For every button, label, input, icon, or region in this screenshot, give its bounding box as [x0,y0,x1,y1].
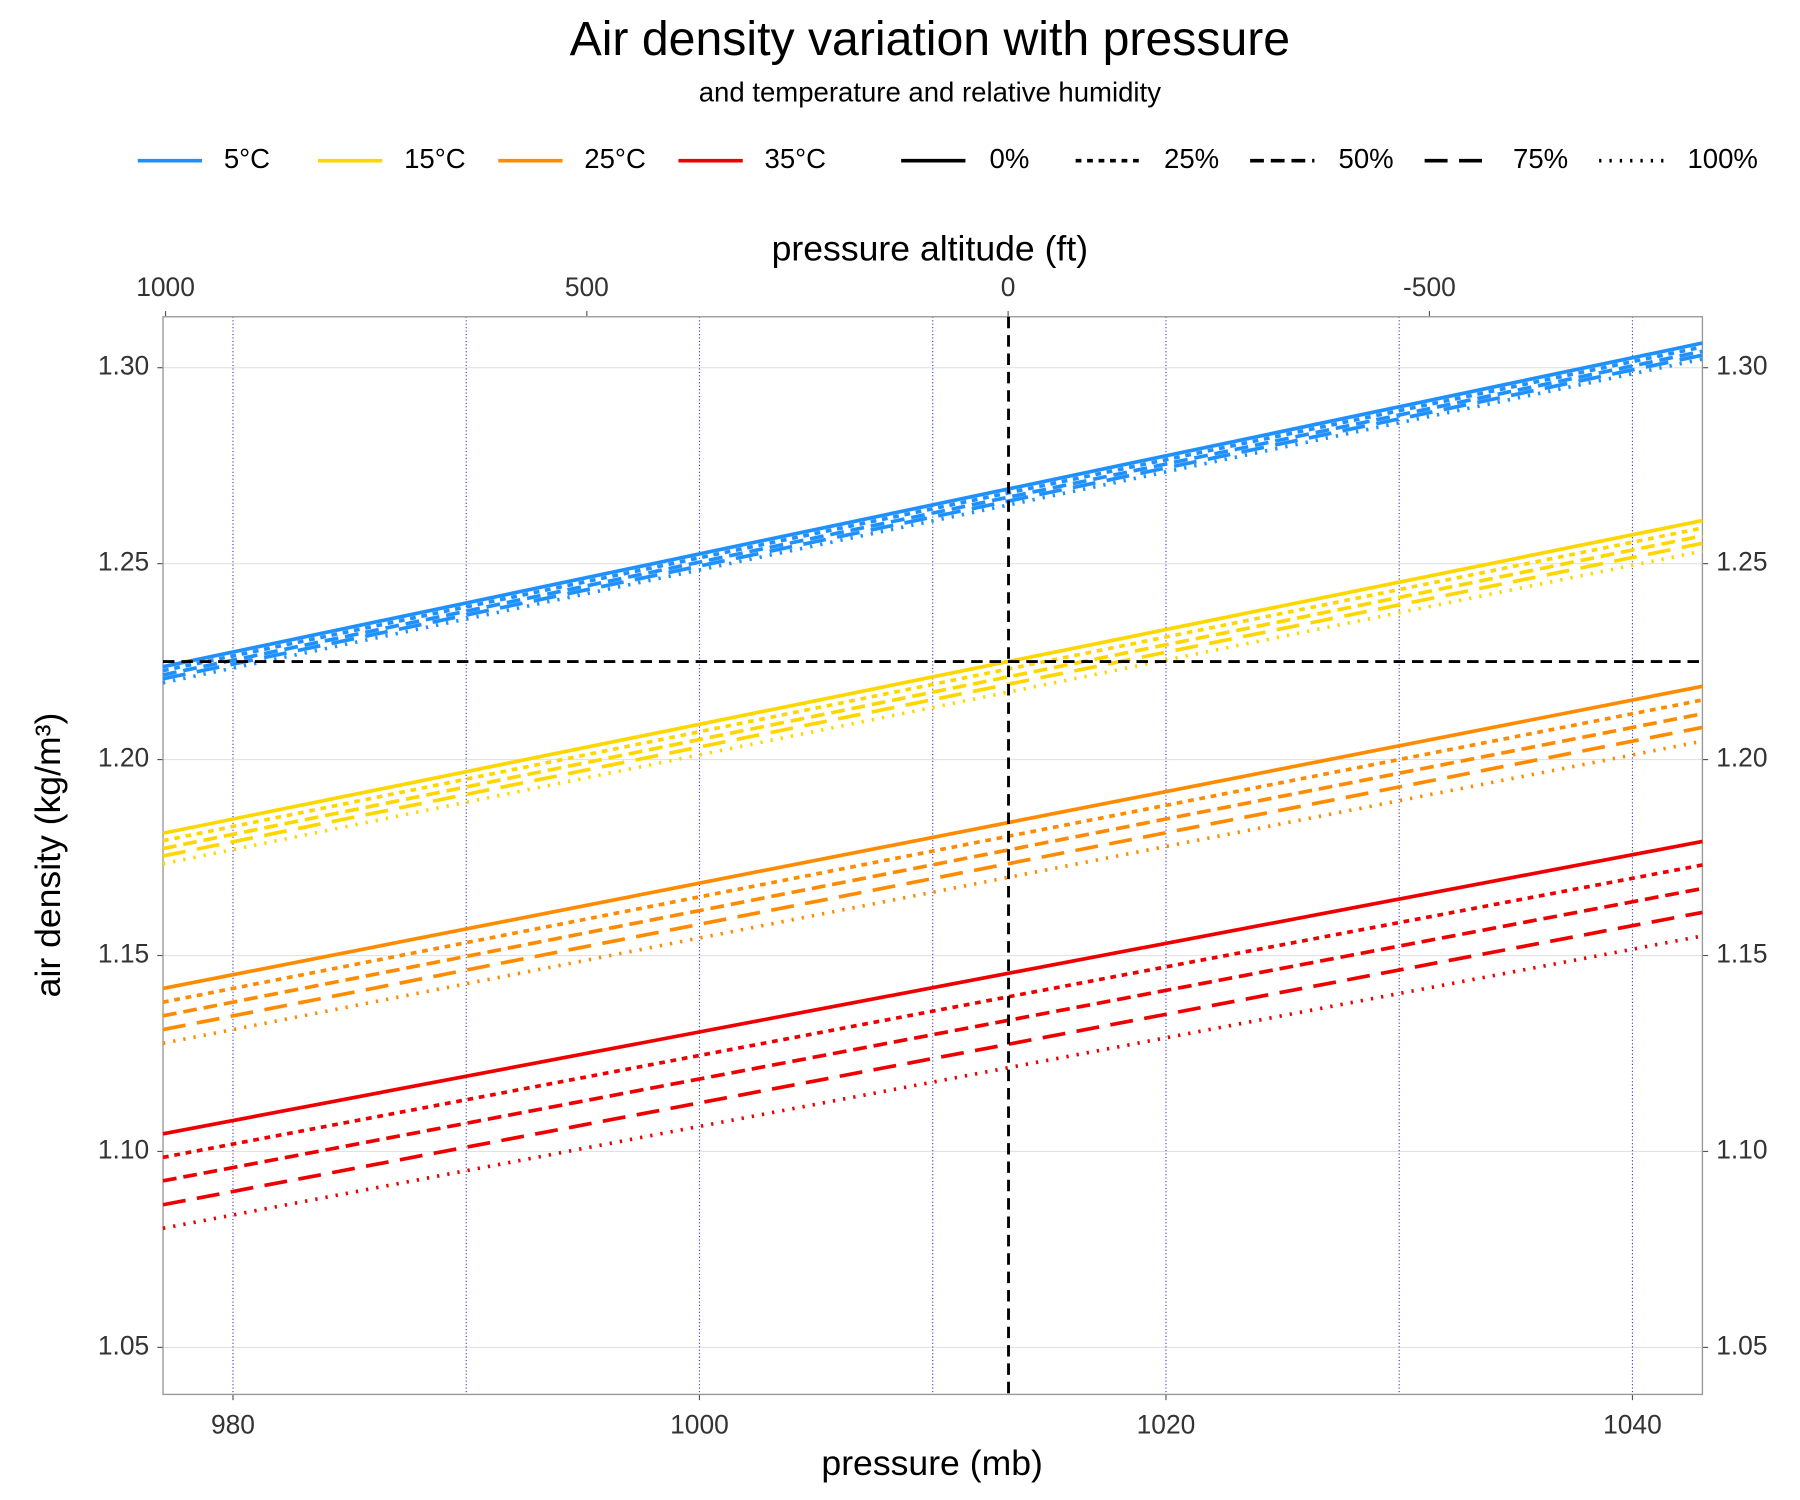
density-line [162,684,1703,991]
y-axis-title: air density (kg/m³) [28,713,68,998]
legend-label: 0% [990,143,1030,174]
density-line [162,541,1703,858]
y-tick-label: 1.20 [98,743,149,773]
x2-tick-label: 500 [565,272,609,302]
y-tick-label: 1.05 [98,1330,149,1360]
density-line [162,725,1703,1032]
x-tick-label: 1020 [1137,1410,1196,1440]
y2-tick-label: 1.10 [1716,1134,1767,1164]
density-line [162,839,1703,1136]
y-tick-label: 1.30 [98,351,149,381]
density-line [162,698,1703,1004]
density-line [162,534,1703,851]
density-line [162,526,1703,843]
x-tick-label: 1000 [670,1410,729,1440]
density-line [162,357,1703,685]
x-axis-title: pressure (mb) [821,1443,1042,1483]
x-tick-label: 980 [211,1410,255,1440]
legend-label: 15°C [404,143,466,174]
x2-tick-label: -500 [1403,272,1456,302]
legend-label: 5°C [224,143,270,174]
density-line [162,910,1703,1207]
x2-tick-label: 1000 [136,272,195,302]
y2-tick-label: 1.20 [1716,743,1767,773]
density-line [162,863,1703,1160]
chart-title: Air density variation with pressure [570,12,1291,66]
y-tick-label: 1.10 [98,1134,149,1164]
y2-tick-label: 1.25 [1716,547,1767,577]
y2-tick-label: 1.05 [1716,1330,1767,1360]
y2-tick-label: 1.15 [1716,938,1767,968]
legend-label: 75% [1513,143,1568,174]
density-line [162,886,1703,1183]
density-line [162,341,1703,669]
y-tick-label: 1.25 [98,547,149,577]
y-tick-label: 1.15 [98,938,149,968]
x2-tick-label: 0 [1001,272,1016,302]
x2-axis-title: pressure altitude (ft) [772,229,1088,269]
legend-label: 35°C [765,143,827,174]
y2-tick-label: 1.30 [1716,351,1767,381]
density-line [162,518,1703,836]
chart-subtitle: and temperature and relative humidity [699,76,1161,107]
legend-label: 100% [1688,143,1758,174]
legend-label: 25°C [584,143,646,174]
density-line [162,345,1703,673]
density-line [162,711,1703,1018]
legend-label: 25% [1164,143,1219,174]
density-line [162,349,1703,677]
density-line [162,549,1703,866]
density-line [162,353,1703,681]
x-tick-label: 1040 [1603,1410,1662,1440]
legend-label: 50% [1339,143,1394,174]
